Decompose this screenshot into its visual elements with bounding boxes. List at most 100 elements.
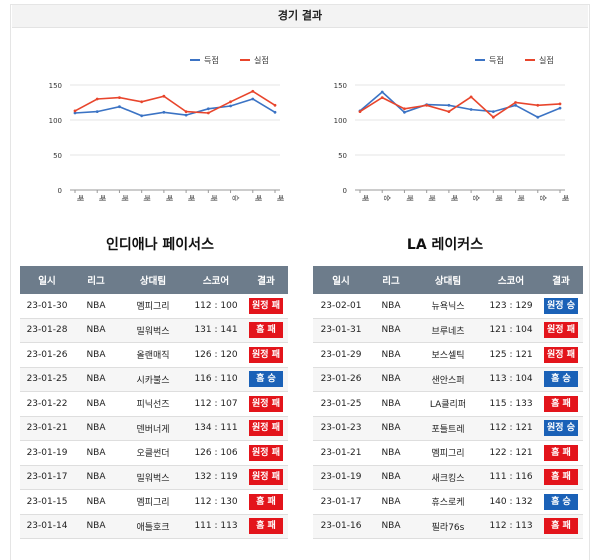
date-cell: 23-01-16 [313, 514, 369, 539]
data-point [380, 90, 384, 94]
date-cell: 23-01-25 [20, 367, 74, 392]
result-cell: 홈 패 [539, 465, 583, 490]
data-point [206, 111, 210, 115]
data-point [118, 96, 121, 99]
data-point [184, 110, 188, 113]
x-tick-label: 패 [276, 195, 285, 201]
data-point [514, 103, 517, 107]
y-tick-label: 50 [338, 152, 347, 160]
league-cell: NBA [74, 416, 118, 441]
result-cell: 홈 승 [539, 367, 583, 392]
x-tick-label: 승 [232, 195, 240, 202]
result-cell: 홈 패 [244, 489, 288, 515]
x-tick-label: 패 [143, 195, 152, 201]
league-cell: NBA [74, 318, 118, 343]
table-row: 23-01-21 NBA 멤피그리 122 : 121 홈 패 [313, 440, 583, 466]
team-title-right: LA 레이커스 [406, 237, 484, 253]
y-tick-label: 50 [53, 152, 62, 160]
series-line-allowed [74, 90, 276, 114]
table-row: 23-02-01 NBA 뉴욕닉스 123 : 129 원정 승 [313, 294, 583, 319]
league-cell: NBA [369, 391, 413, 417]
score-cell: 112 : 113 [483, 514, 539, 539]
league-cell: NBA [74, 489, 118, 515]
date-cell: 23-01-25 [313, 391, 369, 417]
league-cell: NBA [74, 465, 118, 490]
date-cell: 23-01-14 [20, 514, 74, 539]
data-point [403, 110, 406, 114]
date-cell: 23-01-23 [313, 416, 369, 441]
table-header-row: 일시 리그 상대팀 스코어 결과 [20, 266, 288, 294]
opponent-cell: 브루네츠 [413, 318, 483, 343]
score-cell: 112 : 107 [188, 391, 244, 417]
x-tick-label: 패 [209, 195, 218, 201]
section-header: 경기 결과 [12, 5, 588, 28]
table-row: 23-01-22 NBA 피닉선즈 112 : 107 원정 패 [20, 391, 288, 417]
series-line-score [74, 98, 276, 117]
league-cell: NBA [74, 391, 118, 417]
data-point [95, 110, 99, 113]
result-badge: 원정 패 [249, 346, 283, 363]
date-cell: 23-01-17 [20, 465, 74, 490]
data-point [536, 103, 540, 107]
data-point [491, 110, 495, 113]
date-cell: 23-01-19 [20, 440, 74, 466]
score-cell: 134 : 111 [188, 416, 244, 441]
x-tick-label: 패 [517, 195, 526, 201]
league-cell: NBA [369, 489, 413, 515]
data-point [447, 110, 451, 113]
series-line-score [359, 90, 561, 119]
opponent-cell: 애틀호크 [118, 514, 188, 539]
chart-svg-right: 득점 실점 0 50 100 150 패 승 패 패 패 승 패 패 승 패 [334, 55, 570, 202]
table-row: 23-01-25 NBA 시카불스 116 : 110 홈 승 [20, 367, 288, 392]
opponent-cell: 오클썬더 [118, 440, 188, 466]
score-cell: 115 : 133 [483, 391, 539, 417]
x-tick-label: 패 [405, 195, 414, 201]
result-badge: 홈 패 [544, 469, 578, 486]
data-point [403, 107, 406, 111]
league-cell: NBA [369, 367, 413, 392]
date-cell: 23-01-30 [20, 294, 74, 319]
legend-label: 득점 [489, 55, 504, 65]
opponent-cell: 휴스로케 [413, 489, 483, 515]
table-row: 23-01-26 NBA 올랜매직 126 : 120 원정 패 [20, 342, 288, 368]
result-cell: 원정 승 [539, 416, 583, 441]
x-tick-label: 패 [76, 195, 85, 201]
y-tick-label: 100 [334, 117, 347, 125]
data-point [469, 95, 473, 99]
opponent-cell: 보스셀틱 [413, 342, 483, 368]
result-badge: 원정 패 [249, 297, 283, 314]
table-row: 23-01-26 NBA 샌안스퍼 113 : 104 홈 승 [313, 367, 583, 392]
score-cell: 112 : 130 [188, 489, 244, 515]
date-cell: 23-01-26 [20, 342, 74, 368]
league-cell: NBA [369, 342, 413, 368]
opponent-cell: 올랜매직 [118, 342, 188, 368]
col-header-date: 일시 [20, 266, 74, 294]
opponent-cell: 밀워벅스 [118, 318, 188, 343]
table-row: 23-01-15 NBA 멤피그리 112 : 130 홈 패 [20, 489, 288, 515]
date-cell: 23-01-17 [313, 489, 369, 515]
result-cell: 홈 승 [539, 489, 583, 515]
col-header-league: 리그 [74, 266, 118, 294]
score-cell: 111 : 113 [188, 514, 244, 539]
y-tick-label: 150 [49, 82, 62, 90]
y-tick-label: 150 [334, 82, 347, 90]
opponent-cell: 멤피그리 [118, 489, 188, 515]
x-tick-label: 패 [187, 195, 196, 201]
opponent-cell: 필라76s [413, 514, 483, 539]
x-tick-label: 승 [472, 195, 480, 202]
result-badge: 원정 패 [249, 469, 283, 486]
data-point [229, 100, 232, 104]
data-point [425, 103, 429, 107]
date-cell: 23-02-01 [313, 294, 369, 319]
league-cell: NBA [74, 342, 118, 368]
result-cell: 홈 승 [244, 367, 288, 392]
data-point [558, 102, 562, 106]
data-point [380, 96, 384, 99]
data-point [447, 103, 451, 107]
series-line-allowed [359, 95, 561, 119]
results-panel [10, 4, 590, 560]
data-point [358, 110, 362, 113]
table-row: 23-01-21 NBA 덴버너게 134 : 111 원정 패 [20, 416, 288, 441]
table-row: 23-01-31 NBA 브루네츠 121 : 104 원정 패 [313, 318, 583, 343]
col-header-result: 결과 [539, 266, 583, 294]
